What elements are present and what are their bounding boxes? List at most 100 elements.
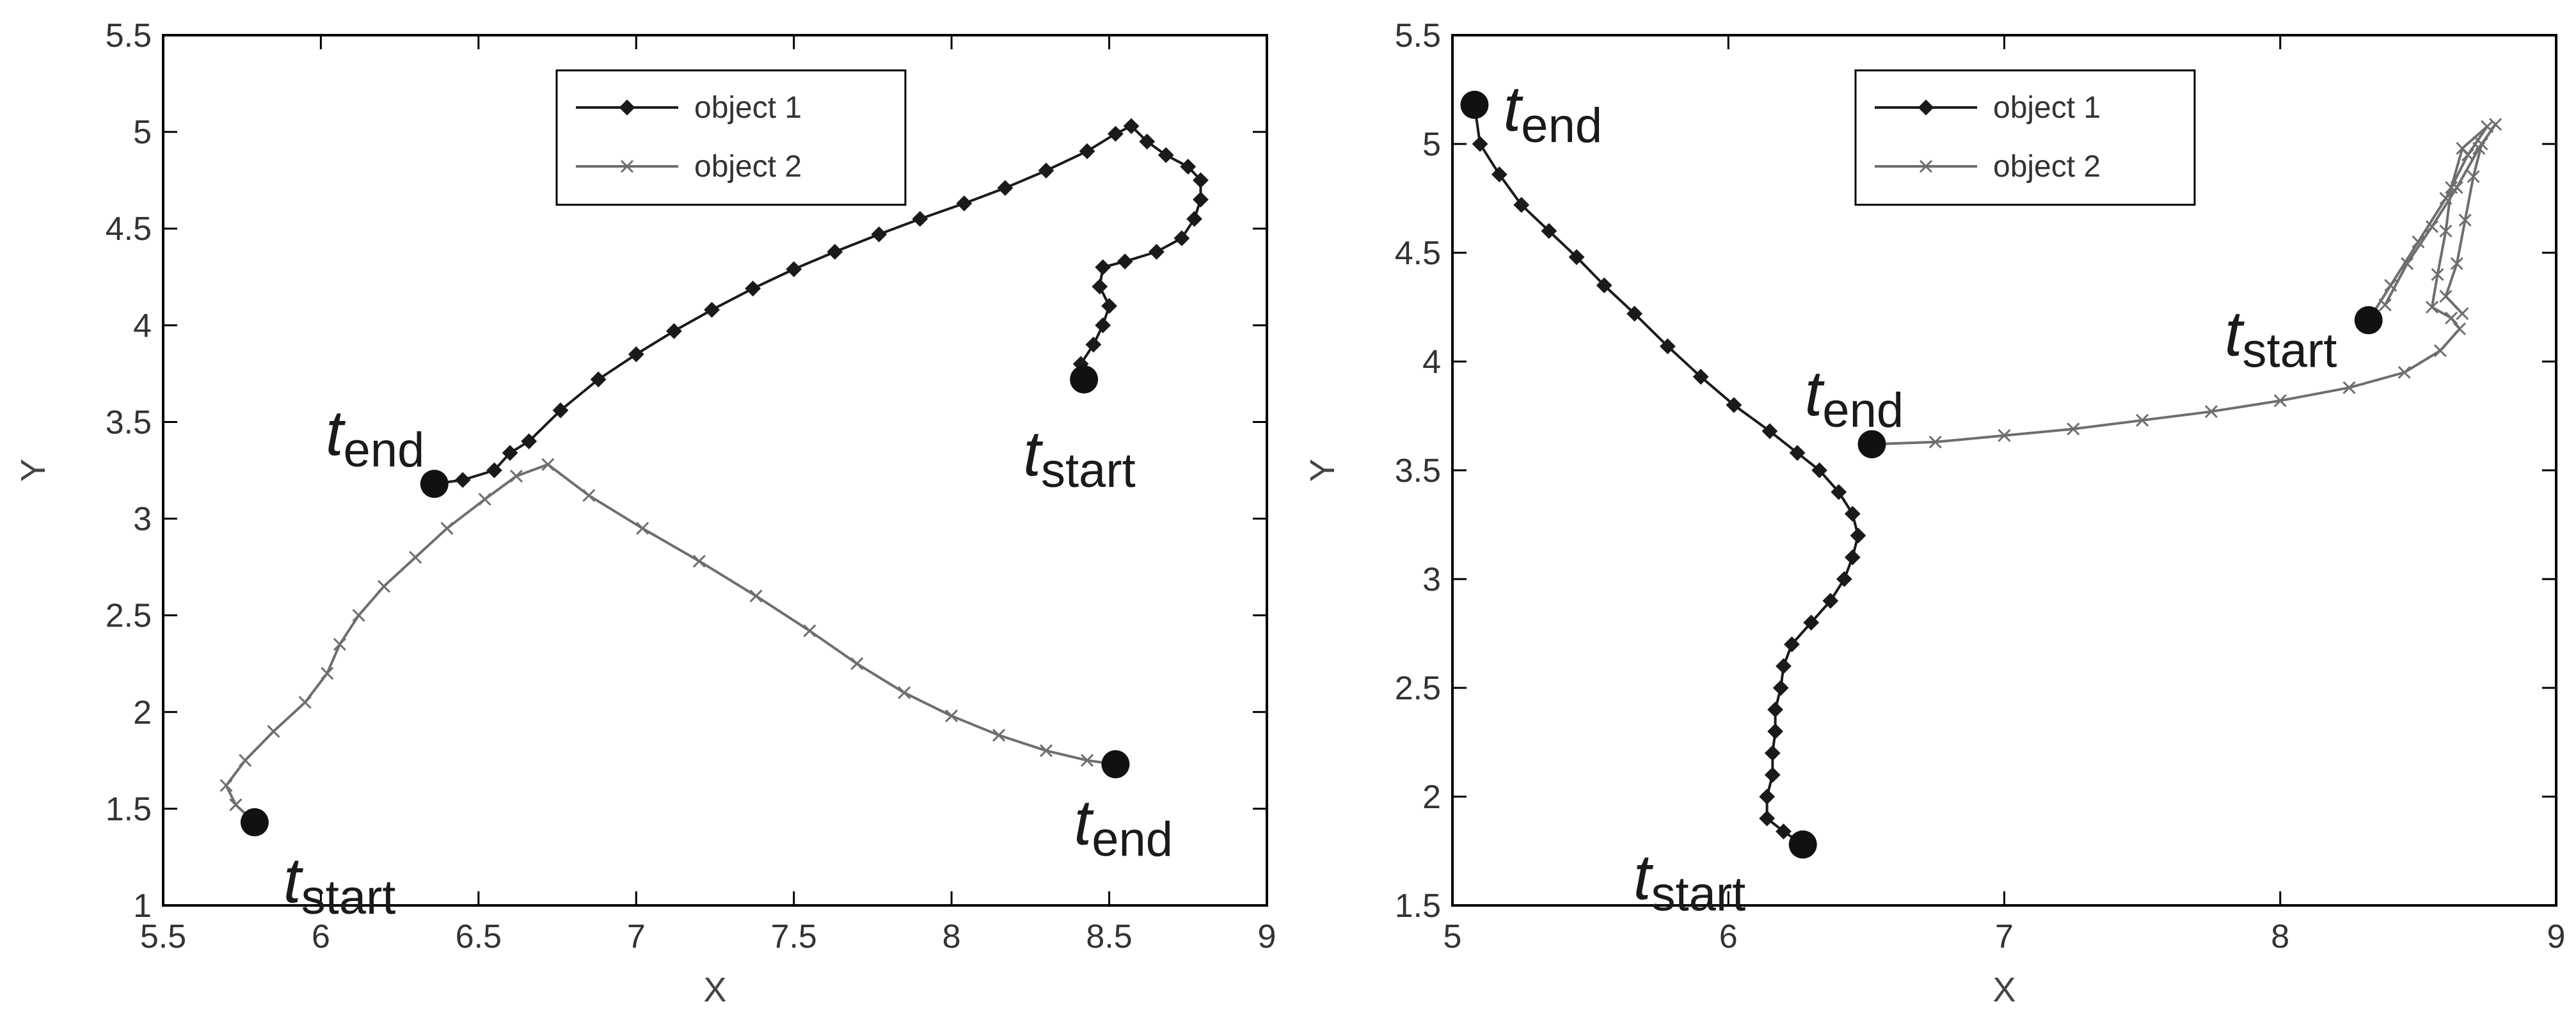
endpoint-dot-end [1857,430,1886,459]
data-point [1764,745,1781,761]
annotation-t-end: tend [1074,786,1173,866]
x-tick-label: 6.5 [456,918,502,955]
data-point [2450,257,2463,271]
y-tick-label: 2 [133,694,152,731]
endpoint-dot-end [420,470,449,498]
data-point [2439,191,2453,205]
data-point [409,550,422,564]
data-point [628,346,644,363]
legend: object 1 object 2 [1854,69,2196,206]
annotation-t-start: tstart [1023,418,1136,498]
data-point [2397,365,2411,379]
y-tick-label: 1.5 [106,791,152,828]
data-point [1149,244,1165,260]
endpoint-dot-start [2354,306,2383,335]
data-point [1767,723,1783,740]
data-point [2342,381,2356,394]
data-point [2433,344,2447,358]
data-point [945,709,958,722]
data-point [590,371,607,388]
data-point [912,211,928,227]
x-tick-label: 8 [942,918,961,955]
endpoint-dot-start [240,808,269,837]
data-point [2136,413,2149,427]
legend-entry: object 2 [1993,150,2101,184]
data-point [1844,506,1861,522]
annotation-t-start: tstart [283,845,396,925]
data-point [1139,133,1156,150]
data-point [1092,278,1108,295]
data-point [1692,369,1709,385]
y-tick-label: 2.5 [106,598,152,635]
y-tick-label: 3.5 [106,404,152,441]
series-object-2-3 [2378,118,2502,321]
x-tick-label: 9 [2547,918,2566,955]
legend-marker [619,99,635,116]
legend: object 1 object 2 [555,69,907,206]
data-point [636,521,649,535]
data-point [521,433,537,450]
data-point [377,580,391,593]
data-point [1513,196,1530,213]
series-line [1473,104,1859,846]
x-tick-label: 6 [1719,918,1738,955]
x-tick-label: 9 [1258,918,1276,955]
data-point [1079,143,1095,159]
series-object-2-2 [219,458,1122,829]
y-tick-label: 3 [133,501,152,538]
data-point [509,470,523,483]
data-point [1772,680,1789,696]
data-point [2489,118,2502,131]
legend-box [1854,69,2196,206]
annotation-t-end: tend [326,397,425,477]
data-point [552,402,569,418]
y-tick-label: 1 [133,888,152,925]
data-point [2401,257,2414,271]
data-point [333,637,347,651]
annotation-t-start: tstart [1634,841,1746,921]
data-point [1085,337,1102,353]
data-point [1803,614,1820,631]
x-tick-label: 6 [312,918,330,955]
data-point [997,180,1014,196]
data-point [1173,230,1190,246]
x-tick-label: 8.5 [1086,918,1132,955]
data-point [1596,277,1612,294]
data-point [956,195,973,212]
data-point [2273,394,2287,408]
legend-box [555,69,907,206]
data-point [2475,137,2488,151]
data-point [2378,298,2392,312]
series-object-1-1 [426,118,1209,492]
data-point [2425,220,2439,234]
data-point [229,798,242,811]
legend-entry: object 1 [1993,91,2101,125]
series-line [225,463,1116,824]
x-tick-label: 8 [2271,918,2289,955]
annotation-t-end: tend [1805,358,1904,438]
data-point [1038,163,1054,179]
data-point [1784,636,1800,653]
annotation-t-start: tstart [2225,298,2337,378]
y-tick-label: 5.5 [106,17,152,54]
legend-marker [620,159,634,173]
data-point [1726,397,1742,413]
y-tick-label: 4.5 [106,211,152,248]
series-line [2383,123,2497,315]
y-tick-label: 1.5 [1395,888,1441,925]
y-tick-label: 3.5 [1395,452,1441,490]
y-tick-label: 4 [1422,344,1441,381]
endpoint-dot-start [1070,365,1099,394]
y-tick-label: 5 [133,114,152,151]
endpoint-dot-end [1101,750,1130,779]
data-point [2445,311,2458,325]
data-point [1836,571,1852,587]
legend-entry: object 1 [694,91,802,125]
data-point [1108,125,1124,142]
data-point [1101,298,1117,314]
series-object-1-1 [1467,97,1866,853]
y-tick-label: 5 [1422,126,1441,163]
x-axis-label: X [703,971,726,1009]
